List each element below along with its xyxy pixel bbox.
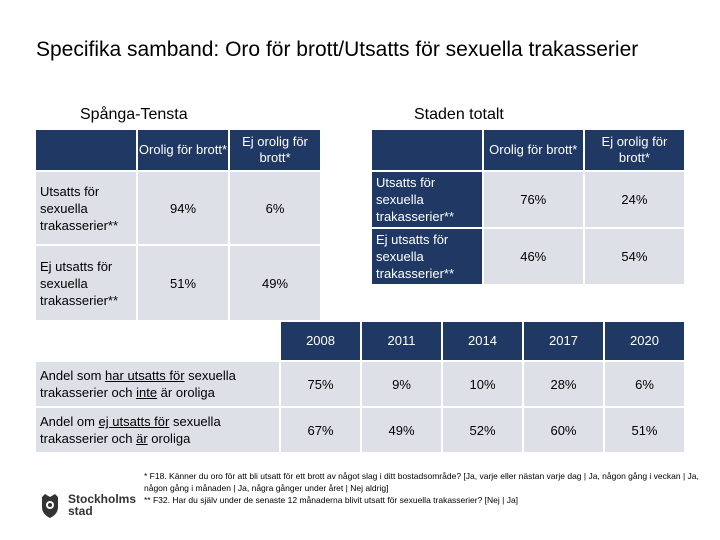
- header-blank: [36, 322, 280, 360]
- row-label-har-utsatts: Andel som har utsatts för sexuella traka…: [36, 362, 280, 406]
- cell-value: 76%: [483, 172, 583, 227]
- trend-table: 2008 2011 2014 2017 2020 Andel som har u…: [34, 320, 686, 454]
- logo-line2: stad: [68, 504, 93, 518]
- staden-table: Orolig för brott* Ej orolig för brott* U…: [370, 128, 686, 286]
- cell-value: 46%: [483, 229, 583, 284]
- stockholms-stad-logo: Stockholms stad: [36, 491, 136, 519]
- cell-value: 51%: [604, 408, 684, 452]
- year-header: 2017: [524, 322, 603, 360]
- cell-value: 9%: [362, 362, 442, 406]
- cell-value: 94%: [138, 172, 228, 244]
- cell-value: 51%: [138, 246, 228, 320]
- cell-value: 10%: [443, 362, 522, 406]
- year-header: 2008: [281, 322, 361, 360]
- cell-value: 67%: [281, 408, 361, 452]
- year-header: 2011: [362, 322, 442, 360]
- cell-value: 54%: [584, 229, 684, 284]
- spanga-table: Orolig för brott* Ej orolig för brott* U…: [34, 128, 376, 322]
- cell-value: 28%: [524, 362, 603, 406]
- col-header-ej-orolig: Ej orolig för brott*: [584, 130, 684, 170]
- logo-line1: Stockholms: [68, 492, 137, 506]
- header-blank: [372, 130, 482, 170]
- region-label-spanga: Spånga-Tensta: [80, 106, 188, 123]
- cell-value: 24%: [584, 172, 684, 227]
- cell-value: 75%: [281, 362, 361, 406]
- cell-value: 49%: [230, 246, 320, 320]
- col-header-ej-orolig: Ej orolig för brott*: [230, 130, 320, 170]
- row-label-ej-utsatts: Ej utsatts för sexuella trakasserier**: [372, 229, 482, 284]
- header-blank: [36, 130, 136, 170]
- footnote-line1: * F18. Känner du oro för att bli utsatt …: [144, 471, 699, 493]
- cell-value: 52%: [443, 408, 522, 452]
- cell-value: 6%: [230, 172, 320, 244]
- year-header: 2014: [443, 322, 522, 360]
- footnote: * F18. Känner du oro för att bli utsatt …: [144, 470, 704, 506]
- crown-shield-icon: [42, 494, 58, 518]
- row-label-utsatts: Utsatts för sexuella trakasserier**: [36, 172, 136, 244]
- row-label-ej-utsatts: Ej utsatts för sexuella trakasserier**: [36, 246, 136, 320]
- year-header: 2020: [604, 322, 684, 360]
- cell-value: 6%: [604, 362, 684, 406]
- row-label-utsatts: Utsatts för sexuella trakasserier**: [372, 172, 482, 227]
- footnote-line2: ** F32. Har du själv under de senaste 12…: [144, 495, 519, 505]
- page-title: Specifika samband: Oro för brott/Utsatts…: [36, 38, 639, 61]
- row-label-ej-utsatts: Andel om ej utsatts för sexuella trakass…: [36, 408, 280, 452]
- cell-value: 60%: [524, 408, 603, 452]
- col-header-orolig: Orolig för brott*: [138, 130, 228, 170]
- cell-value: 49%: [362, 408, 442, 452]
- region-label-staden: Staden totalt: [414, 106, 504, 123]
- col-header-orolig: Orolig för brott*: [483, 130, 583, 170]
